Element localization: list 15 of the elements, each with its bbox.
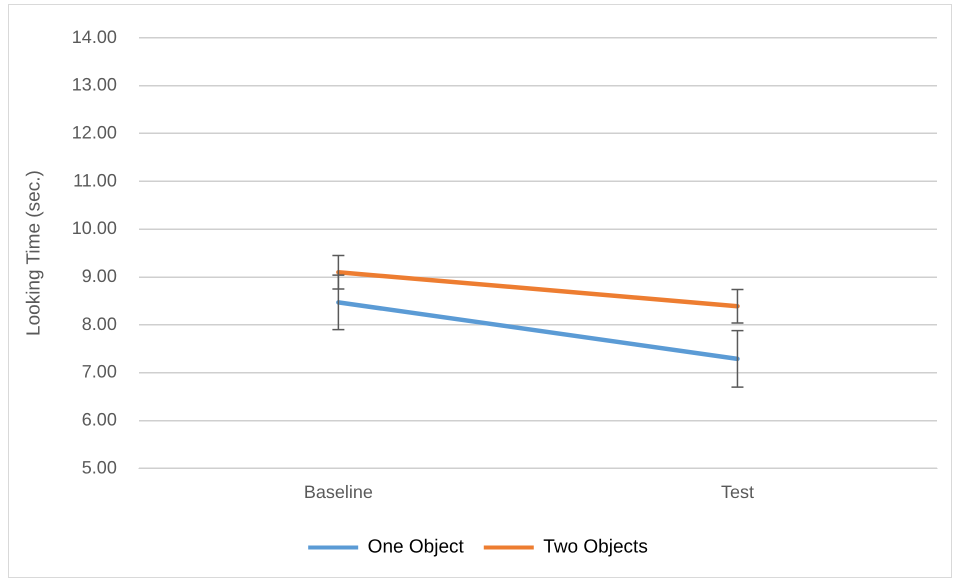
legend-label: Two Objects [543, 536, 648, 558]
y-axis-title: Looking Time (sec.) [24, 170, 45, 336]
y-tick-label: 12.00 [72, 122, 117, 142]
legend-label: One Object [368, 536, 465, 558]
x-tick-label: Test [720, 482, 754, 502]
y-tick-label: 7.00 [82, 362, 117, 382]
y-tick-label: 10.00 [72, 218, 117, 238]
y-tick-label: 6.00 [82, 410, 117, 430]
y-tick-label: 8.00 [82, 314, 117, 334]
y-tick-label: 5.00 [82, 457, 117, 478]
y-tick-label: 13.00 [72, 74, 117, 95]
y-tick-label: 14.00 [72, 26, 117, 47]
y-tick-label: 9.00 [82, 266, 117, 286]
y-tick-label: 11.00 [73, 170, 117, 190]
x-tick-label: Baseline [304, 482, 373, 502]
